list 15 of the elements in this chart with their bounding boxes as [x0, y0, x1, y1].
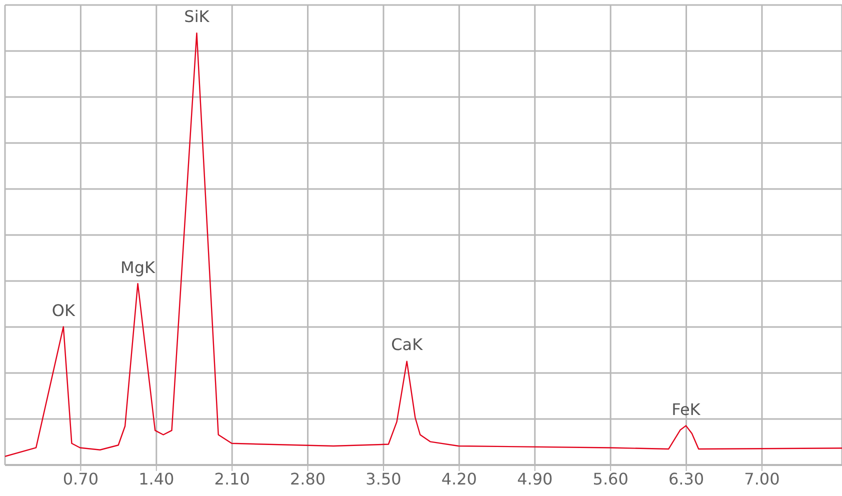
x-tick-label: 2.80 [290, 469, 326, 488]
annotation: CaK [391, 335, 423, 356]
x-tick-label: 1.40 [138, 469, 174, 488]
annotation: OK [52, 300, 75, 321]
x-tick-label: 2.10 [214, 469, 250, 488]
x-tick-label: 3.50 [366, 469, 402, 488]
x-tick-label: 4.90 [517, 469, 553, 488]
x-tick-label: 4.20 [441, 469, 477, 488]
x-tick-label: 0.70 [62, 469, 99, 488]
x-tick-label: 5.60 [592, 469, 628, 488]
annotation: FeK [672, 400, 700, 420]
x-tick-label: 7.00 [744, 469, 780, 488]
x-tick-label: 6.30 [668, 469, 704, 488]
annotation: SiK [184, 7, 210, 28]
annotation: MgK [120, 258, 156, 278]
